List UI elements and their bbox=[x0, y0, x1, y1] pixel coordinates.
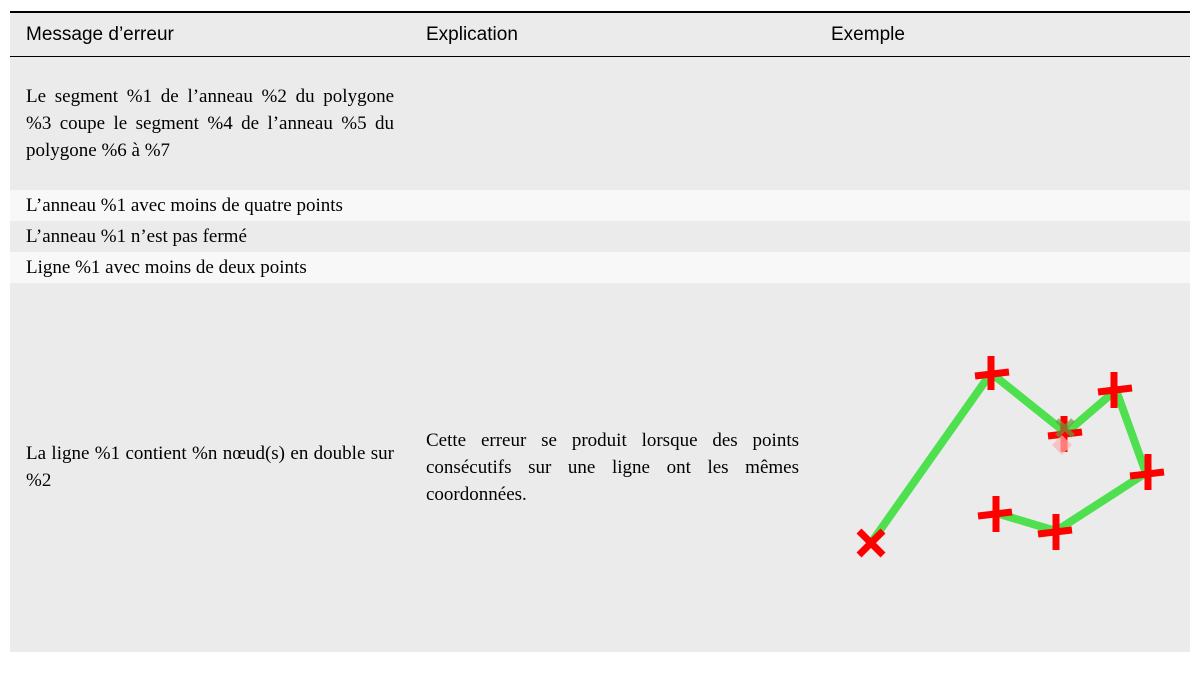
row: La ligne %1 contient %n nœud(s) en doubl… bbox=[10, 282, 1190, 652]
message: Le segment %1 de l’anneau %2 du polygone… bbox=[10, 56, 410, 190]
row: L’anneau %1 avec moins de quatre points bbox=[10, 189, 1190, 221]
example-image bbox=[856, 356, 1165, 558]
row: L’anneau %1 n’est pas fermé bbox=[10, 220, 1190, 252]
row: Ligne %1 avec moins de deux points bbox=[10, 251, 1190, 283]
example-cell bbox=[815, 282, 1190, 652]
message: Ligne %1 avec moins de deux points bbox=[10, 251, 410, 283]
column-header: Message d’erreur bbox=[10, 12, 410, 57]
table-wrap: Message d’erreur Explication Exemple Le … bbox=[10, 11, 1190, 652]
message: La ligne %1 contient %n nœud(s) en doubl… bbox=[10, 282, 410, 652]
row: Le segment %1 de l’anneau %2 du polygone… bbox=[10, 56, 1190, 190]
column-header: Explication bbox=[410, 12, 815, 57]
column-header: Exemple bbox=[815, 12, 1190, 57]
message: L’anneau %1 n’est pas fermé bbox=[10, 220, 410, 252]
explanation: Cette erreur se produit lorsque des poin… bbox=[410, 282, 815, 652]
error-table: Message d’erreur Explication Exemple Le … bbox=[10, 11, 1190, 652]
header-row: Message d’erreur Explication Exemple bbox=[10, 12, 1190, 57]
message: L’anneau %1 avec moins de quatre points bbox=[10, 189, 410, 221]
